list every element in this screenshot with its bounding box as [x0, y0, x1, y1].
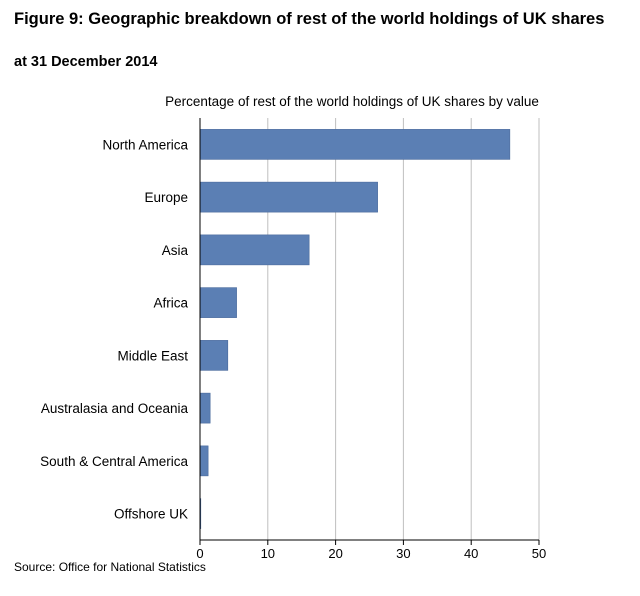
bar — [199, 181, 378, 213]
chart-title: Percentage of rest of the world holdings… — [165, 94, 539, 109]
bars — [199, 129, 511, 529]
x-tick-label: 20 — [328, 546, 342, 561]
bar — [199, 287, 237, 318]
bar — [199, 445, 209, 477]
category-label: Offshore UK — [114, 507, 188, 522]
tick-labels: 0 10 20 30 40 50 — [196, 546, 546, 561]
x-tick-label: 10 — [261, 546, 275, 561]
source-note: Source: Office for National Statistics — [14, 560, 206, 574]
x-tick-label: 40 — [464, 546, 478, 561]
grid-lines — [267, 118, 540, 540]
category-label: North America — [102, 137, 188, 152]
category-label: Africa — [153, 296, 188, 311]
category-label: Australasia and Oceania — [41, 401, 189, 416]
x-tick-label: 0 — [196, 546, 203, 561]
axes — [199, 118, 540, 545]
figure-subtitle: at 31 December 2014 — [14, 54, 158, 70]
figure-title: Figure 9: Geographic breakdown of rest o… — [14, 10, 605, 28]
bar — [199, 129, 511, 160]
category-label: South & Central America — [40, 454, 188, 469]
bar — [199, 340, 229, 371]
category-label: Middle East — [117, 348, 188, 363]
bar — [199, 234, 310, 266]
bar — [199, 392, 211, 424]
category-label: Europe — [144, 190, 188, 205]
x-tick-label: 50 — [532, 546, 546, 561]
category-label: Asia — [162, 243, 189, 258]
category-labels: North America Europe Asia Africa Middle East… — [40, 137, 188, 521]
x-tick-label: 30 — [396, 546, 410, 561]
